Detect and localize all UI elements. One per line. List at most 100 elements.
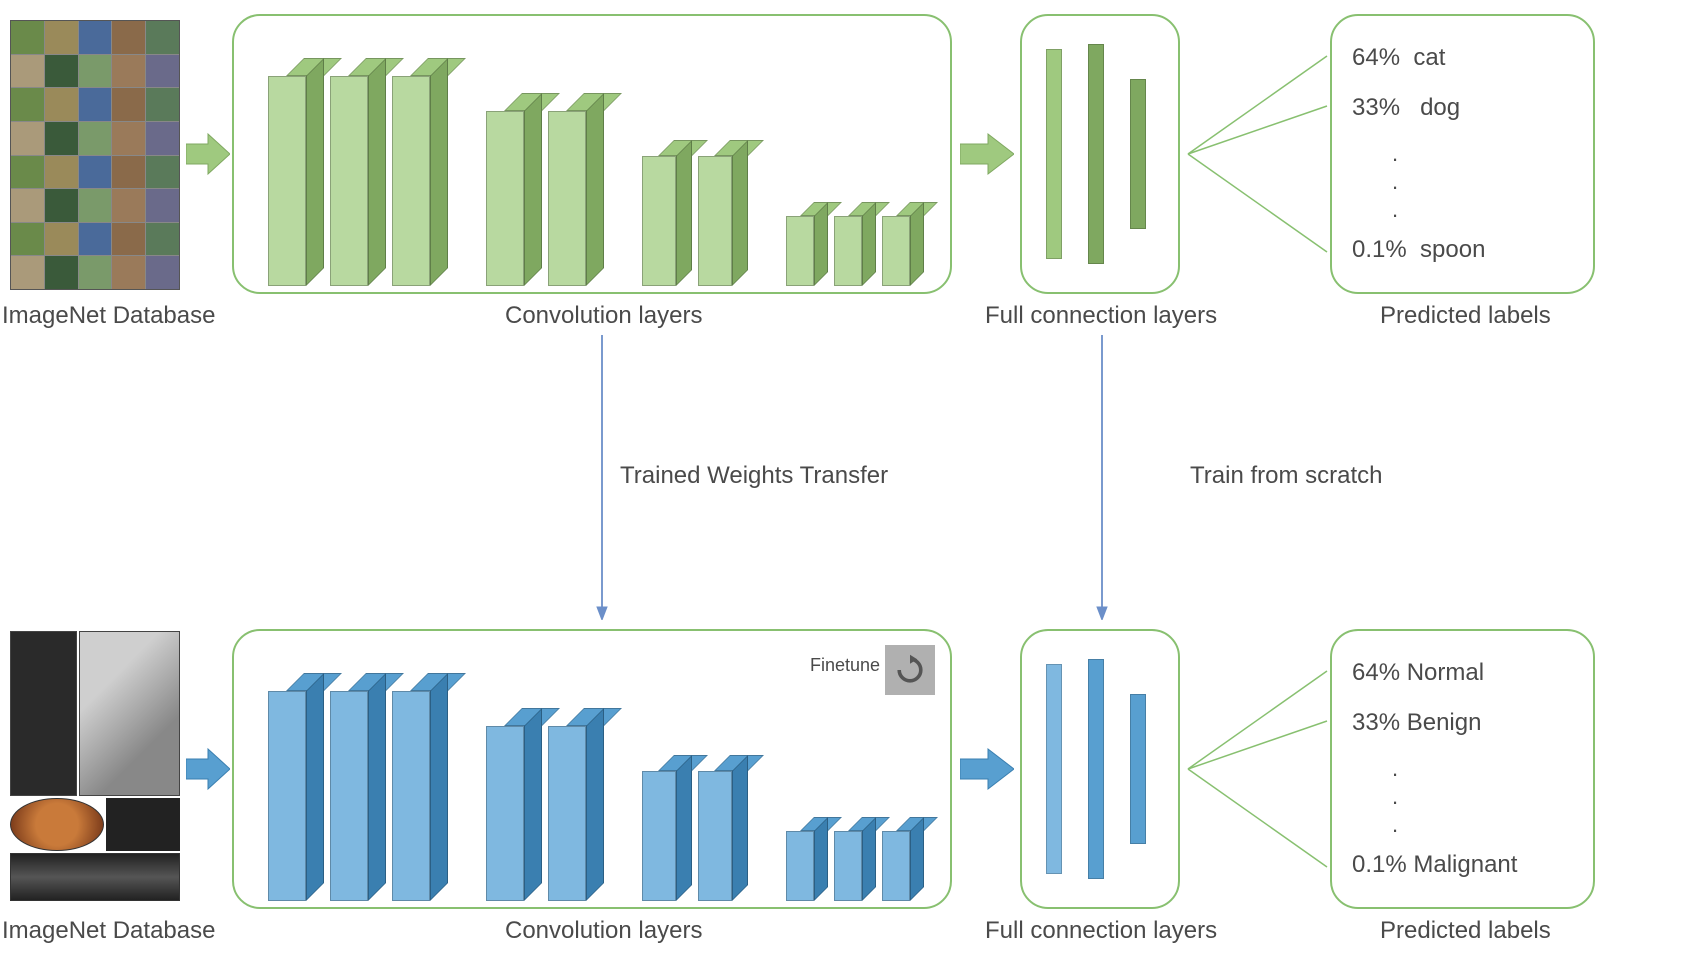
pred-top-1: 64% cat: [1352, 44, 1445, 72]
ultrasound-thumb: [10, 631, 77, 796]
imagenet-thumb: [45, 55, 78, 88]
conv-block: [882, 817, 924, 901]
imagenet-thumb: [45, 21, 78, 54]
conv-stage: [268, 58, 448, 286]
imagenet-thumb: [112, 256, 145, 289]
conv-block: [268, 673, 324, 901]
conv-stage: [642, 140, 748, 286]
fc-layer-bar: [1088, 659, 1104, 879]
pred-caption-top: Predicted labels: [1380, 302, 1551, 330]
transfer-label: Trained Weights Transfer: [620, 462, 888, 490]
imagenet-thumb: [146, 189, 179, 222]
imagenet-thumb: [146, 55, 179, 88]
conv-block: [786, 817, 828, 901]
imagenet-thumb: [45, 122, 78, 155]
conv-stage: [486, 93, 604, 286]
imagenet-thumb: [45, 189, 78, 222]
imagenet-thumb: [79, 256, 112, 289]
input-caption-top: ImageNet Database: [2, 302, 215, 330]
conv-stage: [786, 817, 924, 901]
pred-bottom-dots: ...: [1392, 755, 1398, 839]
fc-layer-bar: [1130, 79, 1146, 229]
conv-block: [834, 817, 876, 901]
finetune-label: Finetune: [810, 655, 880, 676]
imagenet-thumb: [112, 223, 145, 256]
arrow-conv-to-fc-bottom: [960, 745, 1014, 793]
pred-bottom-3: 0.1% Malignant: [1352, 851, 1517, 879]
fc-caption-bottom: Full connection layers: [985, 917, 1217, 945]
fc-layer-bar: [1046, 49, 1062, 259]
imagenet-thumb: [45, 88, 78, 121]
pred-top-3: 0.1% spoon: [1352, 236, 1485, 264]
conv-block: [882, 202, 924, 286]
imagenet-thumb: [79, 55, 112, 88]
imagenet-thumb: [79, 189, 112, 222]
conv-caption-bottom: Convolution layers: [505, 917, 702, 945]
imagenet-thumb: [146, 223, 179, 256]
oct-thumb: [10, 853, 180, 901]
pred-top-dots: ...: [1392, 140, 1398, 224]
imagenet-thumb: [11, 122, 44, 155]
imagenet-thumb: [11, 55, 44, 88]
pred-caption-bottom: Predicted labels: [1380, 917, 1551, 945]
conv-block: [834, 202, 876, 286]
pred-lines-top: [1182, 14, 1332, 294]
conv-block: [330, 673, 386, 901]
med-spacer: [106, 798, 181, 851]
conv-stage: [786, 202, 924, 286]
fc-layer-bar: [1046, 664, 1062, 874]
fc-caption-top: Full connection layers: [985, 302, 1217, 330]
conv-caption-top: Convolution layers: [505, 302, 702, 330]
conv-block: [548, 708, 604, 901]
conv-block: [698, 140, 748, 286]
imagenet-thumb: [146, 21, 179, 54]
bottom-row: ImageNet Database Convolution layers Fin…: [0, 625, 1698, 965]
arrow-input-to-conv-top: [186, 130, 230, 178]
top-row: ImageNet Database Convolution layers Ful…: [0, 10, 1698, 350]
conv-stage: [642, 755, 748, 901]
imagenet-thumb: [45, 156, 78, 189]
xray-thumb: [79, 631, 180, 796]
conv-block: [486, 93, 542, 286]
imagenet-thumb: [112, 21, 145, 54]
imagenet-thumb: [112, 88, 145, 121]
imagenet-thumb: [146, 156, 179, 189]
imagenet-thumb: [11, 189, 44, 222]
imagenet-thumb: [79, 156, 112, 189]
input-caption-bottom: ImageNet Database: [2, 917, 215, 945]
imagenet-thumb: [11, 21, 44, 54]
conv-block: [392, 673, 448, 901]
fundus-thumb: [10, 798, 104, 851]
imagenet-thumb: [146, 122, 179, 155]
conv-block: [548, 93, 604, 286]
transfer-arrow-conv: [596, 335, 608, 620]
imagenet-thumb: [11, 88, 44, 121]
scratch-label: Train from scratch: [1190, 462, 1382, 490]
pred-top-2: 33% dog: [1352, 94, 1460, 122]
conv-stage: [486, 708, 604, 901]
conv-block: [486, 708, 542, 901]
conv-block: [642, 140, 692, 286]
imagenet-thumb: [11, 156, 44, 189]
imagenet-thumb: [11, 256, 44, 289]
imagenet-thumb: [79, 88, 112, 121]
imagenet-thumb: [146, 256, 179, 289]
imagenet-thumb: [79, 122, 112, 155]
conv-block: [392, 58, 448, 286]
imagenet-thumb: [45, 223, 78, 256]
conv-block: [330, 58, 386, 286]
conv-block: [698, 755, 748, 901]
fc-layer-bar: [1130, 694, 1146, 844]
conv-block: [786, 202, 828, 286]
imagenet-thumb: [112, 156, 145, 189]
imagenet-thumb: [146, 88, 179, 121]
transfer-arrow-fc: [1096, 335, 1108, 620]
imagenet-thumb: [79, 223, 112, 256]
imagenet-thumb: [112, 189, 145, 222]
imagenet-thumb: [112, 122, 145, 155]
conv-block: [642, 755, 692, 901]
imagenet-thumb: [112, 55, 145, 88]
conv-stage: [268, 673, 448, 901]
pred-bottom-2: 33% Benign: [1352, 709, 1481, 737]
medical-thumbnails: [10, 631, 180, 901]
